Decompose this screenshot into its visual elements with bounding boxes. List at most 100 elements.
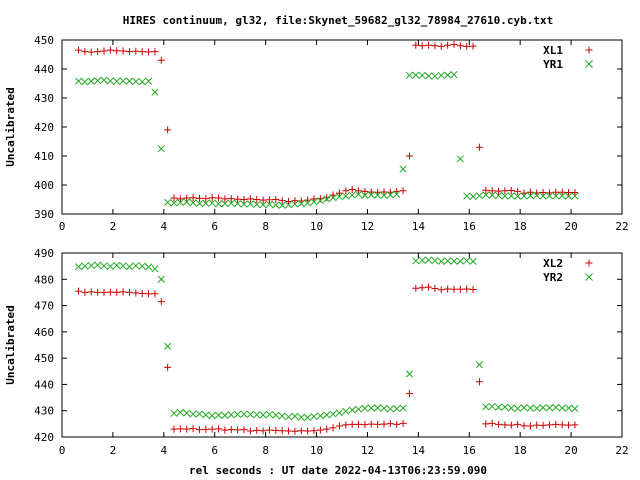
data-point-yr2 <box>297 413 305 421</box>
data-point-yr1 <box>253 200 261 208</box>
data-point-yr2 <box>437 257 445 265</box>
data-point-yr1 <box>463 192 471 200</box>
data-point-yr2 <box>564 404 573 412</box>
legend-marker-xl2 <box>585 259 593 267</box>
data-point-yr2 <box>412 257 420 265</box>
data-point-xl2 <box>227 426 235 434</box>
data-point-xl1 <box>106 46 114 54</box>
data-point-yr1 <box>272 201 280 209</box>
data-point-xl2 <box>329 424 337 432</box>
data-point-yr1 <box>119 77 127 85</box>
y-tick-label: 440 <box>34 378 54 391</box>
data-point-yr1 <box>399 165 407 173</box>
data-point-yr2 <box>113 261 121 269</box>
x-tick-label: 16 <box>463 220 476 233</box>
data-point-xl2 <box>310 427 318 435</box>
x-tick-label: 12 <box>361 220 374 233</box>
data-point-yr2 <box>221 411 229 419</box>
data-point-yr2 <box>494 403 503 411</box>
y-tick-label: 440 <box>34 63 54 76</box>
data-point-xl2 <box>164 363 172 371</box>
data-point-xl2 <box>355 420 363 428</box>
data-point-xl2 <box>444 285 452 293</box>
x-tick-label: 22 <box>615 220 628 233</box>
data-point-xl2 <box>94 288 102 296</box>
data-point-xl1 <box>234 195 242 203</box>
data-point-xl1 <box>539 189 547 197</box>
data-point-xl1 <box>183 194 191 202</box>
data-point-yr1 <box>475 192 484 200</box>
data-point-xl1 <box>488 187 496 195</box>
y-tick-label: 490 <box>34 247 54 260</box>
data-point-xl1 <box>145 48 153 56</box>
top-panel: 0 2 4 6 8 10 12 14 16 18 20 22 390 400 410 420 430 440 450… <box>4 34 629 233</box>
data-point-xl1 <box>450 40 458 48</box>
data-point-yr2 <box>348 406 356 414</box>
data-point-xl2 <box>75 287 83 295</box>
data-point-yr1 <box>437 71 445 79</box>
data-point-yr2 <box>361 404 369 412</box>
data-point-xl2 <box>81 288 89 296</box>
data-point-xl2 <box>176 425 184 433</box>
data-point-yr1 <box>412 71 420 79</box>
data-point-yr2 <box>157 275 165 283</box>
x-tick-label: 10 <box>310 444 323 457</box>
data-point-xl1 <box>189 194 197 202</box>
data-point-xl1 <box>348 185 356 193</box>
data-point-yr2 <box>456 257 464 265</box>
data-point-xl2 <box>183 425 191 433</box>
data-point-xl2 <box>342 421 350 429</box>
y-tick-label: 430 <box>34 92 54 105</box>
data-point-yr1 <box>234 200 242 208</box>
data-point-yr2 <box>354 405 363 413</box>
series-yr1 <box>74 70 579 209</box>
data-point-xl1 <box>87 48 95 56</box>
plot-frame <box>61 252 623 438</box>
data-point-yr1 <box>494 191 503 199</box>
data-point-yr1 <box>259 201 267 209</box>
data-point-xl2 <box>304 427 312 435</box>
data-point-xl1 <box>119 47 127 55</box>
data-point-yr1 <box>183 198 191 206</box>
y-tick-label: 450 <box>34 352 54 365</box>
data-point-yr1 <box>227 199 235 207</box>
data-point-yr2 <box>227 411 235 419</box>
x-tick-label: 6 <box>211 444 218 457</box>
y-tick-label: 470 <box>34 300 54 313</box>
data-point-xl1 <box>380 188 388 196</box>
data-point-xl2 <box>405 390 413 398</box>
data-point-xl2 <box>234 426 242 434</box>
data-point-xl1 <box>495 187 503 195</box>
data-point-yr2 <box>424 256 433 264</box>
data-point-xl1 <box>215 194 223 202</box>
data-point-yr1 <box>189 199 197 207</box>
x-tick-label: 4 <box>161 220 168 233</box>
data-point-xl1 <box>81 48 89 56</box>
x-tick-label: 22 <box>615 444 628 457</box>
data-point-xl2 <box>386 420 394 428</box>
x-tick-label: 2 <box>110 444 117 457</box>
data-point-xl1 <box>444 41 452 49</box>
data-point-yr1 <box>361 191 369 199</box>
data-point-yr1 <box>74 77 83 85</box>
data-point-yr1 <box>342 192 350 200</box>
data-point-xl2 <box>106 288 114 296</box>
data-point-xl2 <box>488 419 496 427</box>
data-point-yr1 <box>501 192 509 200</box>
data-point-xl2 <box>246 427 254 435</box>
data-point-yr1 <box>316 197 324 205</box>
data-point-xl2 <box>189 425 197 433</box>
data-point-xl1 <box>285 198 293 206</box>
data-point-yr1 <box>393 190 401 198</box>
data-point-yr1 <box>138 78 146 86</box>
y-tick-label: 410 <box>34 150 54 163</box>
y-tick-label: 390 <box>34 208 54 221</box>
data-point-yr2 <box>304 413 312 422</box>
data-point-yr1 <box>246 200 254 208</box>
x-axis-label: rel seconds : UT date 2022-04-13T06:23:5… <box>189 464 487 477</box>
x-tick-label: 12 <box>361 444 374 457</box>
data-point-yr1 <box>329 194 337 202</box>
data-point-yr2 <box>189 410 197 418</box>
data-point-xl2 <box>380 420 388 428</box>
